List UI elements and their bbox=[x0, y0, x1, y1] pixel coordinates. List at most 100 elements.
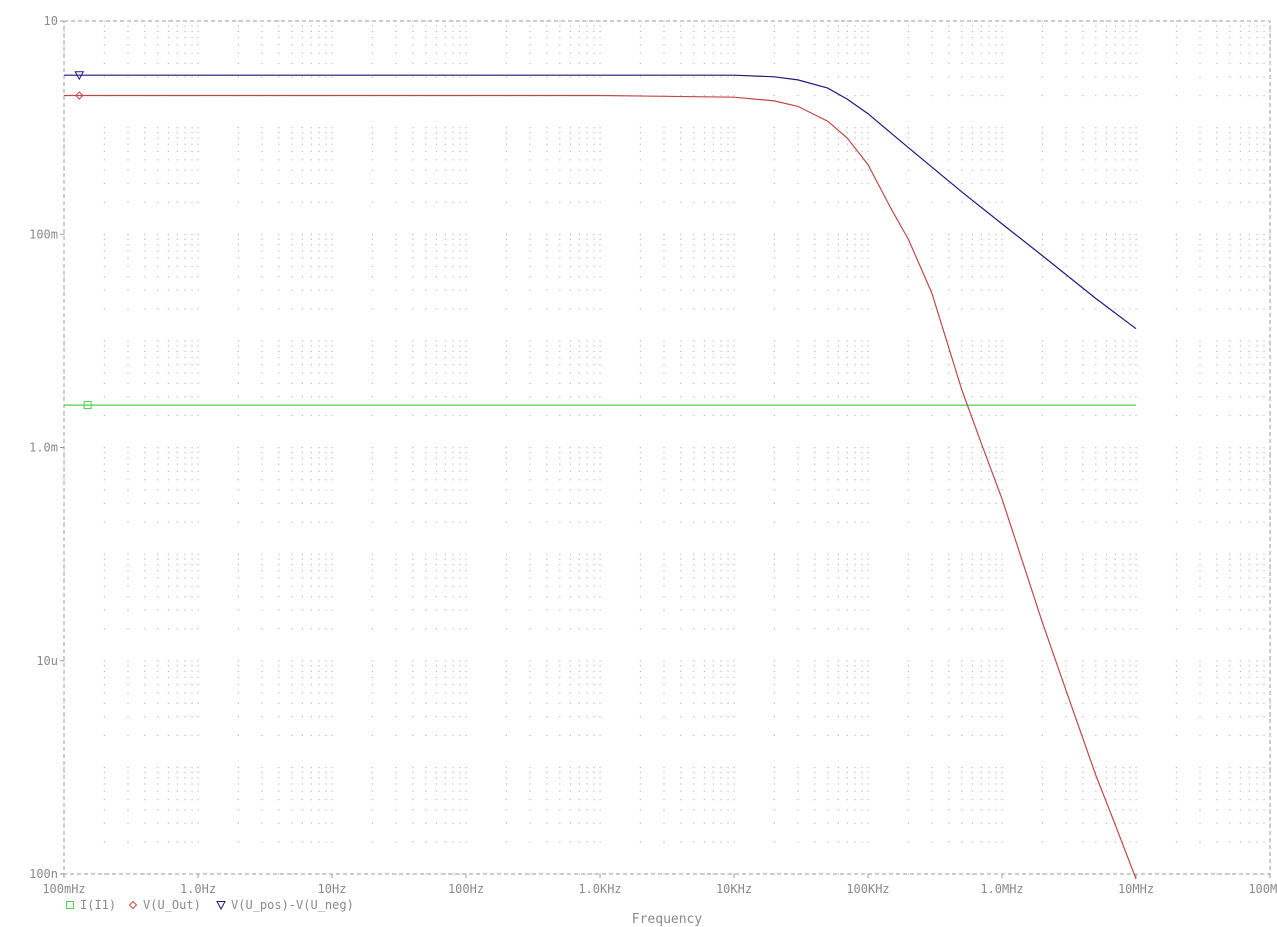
grid-dot bbox=[1082, 250, 1084, 252]
grid-dot bbox=[861, 127, 863, 129]
grid-dot bbox=[948, 553, 950, 555]
grid-dot bbox=[318, 463, 320, 465]
grid-dot bbox=[854, 127, 856, 129]
grid-dot bbox=[425, 783, 427, 785]
grid-dot bbox=[814, 609, 816, 611]
grid-dot bbox=[63, 628, 65, 630]
grid-dot bbox=[733, 665, 735, 667]
grid-dot bbox=[318, 244, 320, 246]
grid-dot bbox=[733, 585, 735, 587]
grid-dot bbox=[278, 553, 280, 555]
grid-dot bbox=[452, 233, 454, 235]
grid-dot bbox=[261, 233, 263, 235]
grid-dot bbox=[371, 841, 373, 843]
grid-dot bbox=[452, 502, 454, 504]
grid-dot bbox=[1001, 822, 1003, 824]
grid-dot bbox=[773, 201, 775, 203]
grid-dot bbox=[797, 766, 799, 769]
grid-dot bbox=[318, 182, 320, 185]
grid-dot bbox=[291, 660, 293, 662]
grid-dot bbox=[318, 233, 320, 235]
grid-dot bbox=[639, 558, 641, 560]
grid-dot bbox=[639, 502, 641, 504]
grid-dot bbox=[846, 340, 848, 342]
grid-dot bbox=[961, 52, 963, 54]
grid-dot bbox=[559, 356, 561, 359]
grid-dot bbox=[931, 95, 933, 97]
grid-dot bbox=[569, 771, 571, 773]
grid-dot bbox=[371, 609, 373, 611]
grid-dot bbox=[176, 809, 178, 811]
grid-dot bbox=[593, 822, 595, 824]
grid-dot bbox=[948, 577, 950, 579]
grid-dot bbox=[103, 716, 105, 718]
grid-dot bbox=[278, 564, 280, 566]
grid-dot bbox=[371, 502, 373, 504]
grid-dot bbox=[278, 470, 280, 472]
grid-dot bbox=[197, 702, 199, 704]
grid-dot bbox=[693, 25, 695, 27]
grid-dot bbox=[854, 350, 856, 352]
grid-dot bbox=[727, 783, 729, 785]
grid-dot bbox=[680, 414, 682, 417]
grid-dot bbox=[733, 150, 735, 152]
grid-dot bbox=[395, 150, 397, 152]
grid-dot bbox=[773, 308, 775, 310]
grid-dot bbox=[176, 692, 178, 694]
grid-dot bbox=[727, 502, 729, 504]
grid-dot bbox=[971, 414, 973, 417]
grid-dot bbox=[559, 159, 561, 161]
grid-dot bbox=[1065, 564, 1067, 566]
grid-dot bbox=[103, 585, 105, 587]
grid-dot bbox=[1041, 577, 1043, 579]
grid-dot bbox=[1001, 463, 1003, 465]
grid-dot bbox=[191, 783, 193, 785]
grid-dot bbox=[948, 257, 950, 259]
grid-dot bbox=[663, 238, 665, 240]
grid-dot bbox=[412, 356, 414, 359]
grid-dot bbox=[371, 702, 373, 704]
grid-dot bbox=[773, 289, 775, 291]
grid-dot bbox=[980, 734, 982, 736]
grid-dot bbox=[712, 372, 714, 374]
grid-dot bbox=[191, 841, 193, 843]
grid-dot bbox=[425, 771, 427, 773]
grid-dot bbox=[301, 570, 303, 572]
grid-dot bbox=[995, 521, 997, 523]
grid-dot bbox=[569, 159, 571, 161]
grid-dot bbox=[63, 250, 65, 252]
grid-dot bbox=[733, 628, 735, 630]
grid-dot bbox=[733, 44, 735, 46]
grid-dot bbox=[318, 521, 320, 523]
grid-dot bbox=[948, 143, 950, 145]
grid-dot bbox=[797, 799, 799, 801]
grid-dot bbox=[995, 289, 997, 291]
grid-dot bbox=[861, 665, 863, 667]
grid-dot bbox=[797, 577, 799, 579]
grid-dot bbox=[948, 159, 950, 161]
grid-dot bbox=[578, 250, 580, 252]
grid-dot bbox=[961, 30, 963, 32]
grid-dot bbox=[278, 451, 280, 454]
grid-dot bbox=[931, 564, 933, 566]
grid-dot bbox=[197, 502, 199, 504]
grid-dot bbox=[63, 521, 65, 523]
grid-dot bbox=[1105, 734, 1107, 736]
grid-dot bbox=[837, 692, 839, 694]
grid-dot bbox=[680, 76, 682, 78]
grid-dot bbox=[727, 457, 729, 459]
grid-dot bbox=[733, 159, 735, 161]
grid-dot bbox=[971, 809, 973, 811]
grid-dot bbox=[261, 169, 263, 171]
grid-dot bbox=[988, 676, 990, 678]
grid-dot bbox=[412, 676, 414, 678]
grid-dot bbox=[167, 553, 169, 555]
grid-dot bbox=[505, 447, 507, 449]
grid-dot bbox=[465, 244, 467, 246]
grid-dot bbox=[1041, 30, 1043, 32]
grid-dot bbox=[680, 356, 682, 359]
grid-dot bbox=[931, 20, 933, 22]
grid-dot bbox=[931, 822, 933, 824]
grid-dot bbox=[867, 692, 869, 694]
grid-dot bbox=[703, 777, 705, 779]
